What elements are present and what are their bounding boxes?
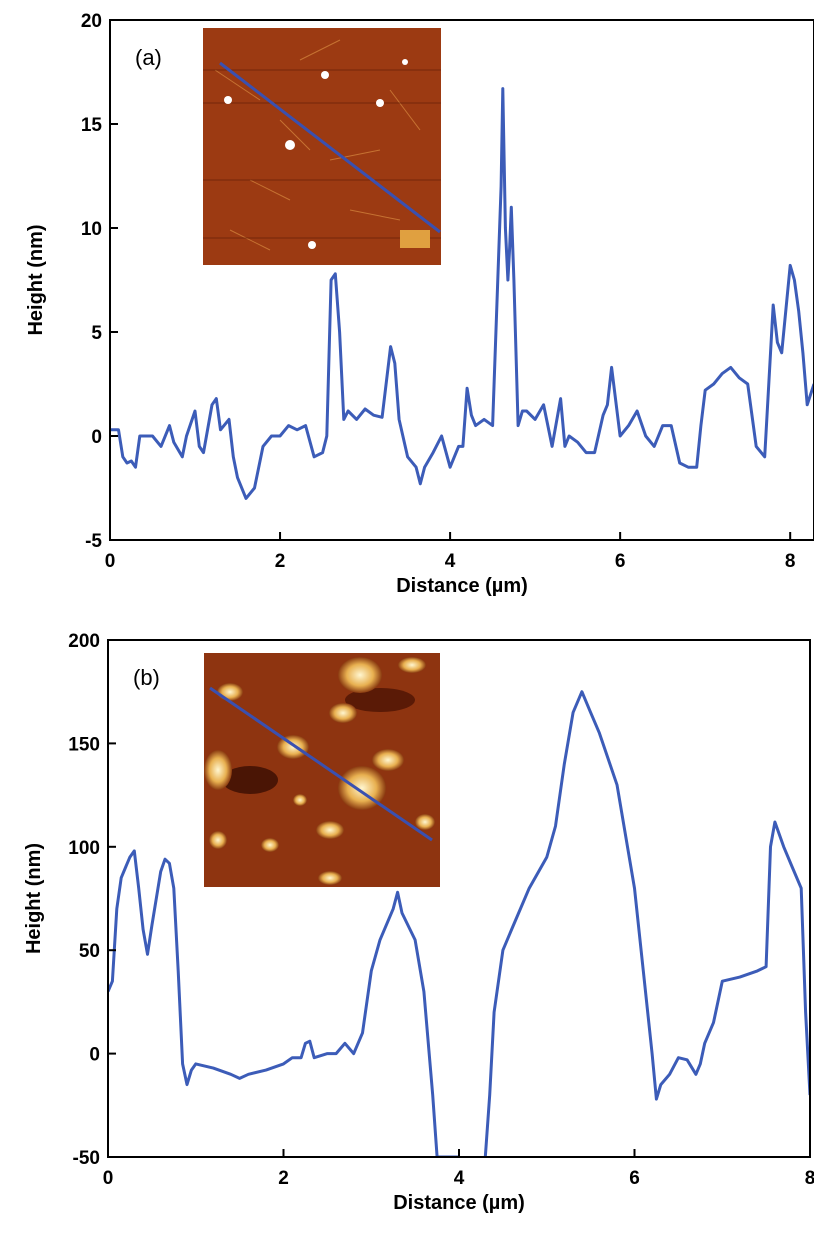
x-tick-label: 6 [629, 1168, 640, 1189]
x-tick-label: 8 [785, 551, 796, 572]
y-tick-label: 0 [91, 427, 102, 448]
x-tick-label: 0 [103, 1168, 114, 1189]
y-tick-label: 50 [79, 941, 100, 962]
x-tick-label: 6 [615, 551, 626, 572]
x-tick-label: 4 [445, 551, 456, 572]
y-tick-label: 150 [68, 734, 100, 755]
y-tick-label: 20 [81, 11, 102, 32]
inset-a [203, 28, 441, 265]
y-tick-label: 0 [89, 1045, 100, 1066]
x-axis-label: Distance (µm) [393, 1192, 525, 1214]
y-axis-label: Height (nm) [23, 843, 45, 954]
figure: -50510152002468Distance (µm)Height (nm)(… [0, 0, 814, 1234]
x-tick-label: 4 [454, 1168, 465, 1189]
inset-b [204, 653, 440, 887]
y-tick-label: 200 [68, 631, 100, 652]
x-tick-label: 8 [805, 1168, 814, 1189]
y-axis-label: Height (nm) [25, 224, 47, 335]
x-tick-label: 2 [275, 551, 286, 572]
panel-label: (a) [135, 45, 162, 70]
x-axis-label: Distance (µm) [396, 575, 528, 597]
y-tick-label: 10 [81, 219, 102, 240]
y-tick-label: 15 [81, 115, 103, 136]
y-tick-label: -50 [73, 1148, 100, 1169]
panel-label: (b) [133, 665, 160, 690]
y-tick-label: -5 [85, 531, 102, 552]
y-tick-label: 5 [91, 323, 102, 344]
x-tick-label: 0 [105, 551, 116, 572]
x-tick-label: 2 [278, 1168, 289, 1189]
y-tick-label: 100 [68, 838, 100, 859]
